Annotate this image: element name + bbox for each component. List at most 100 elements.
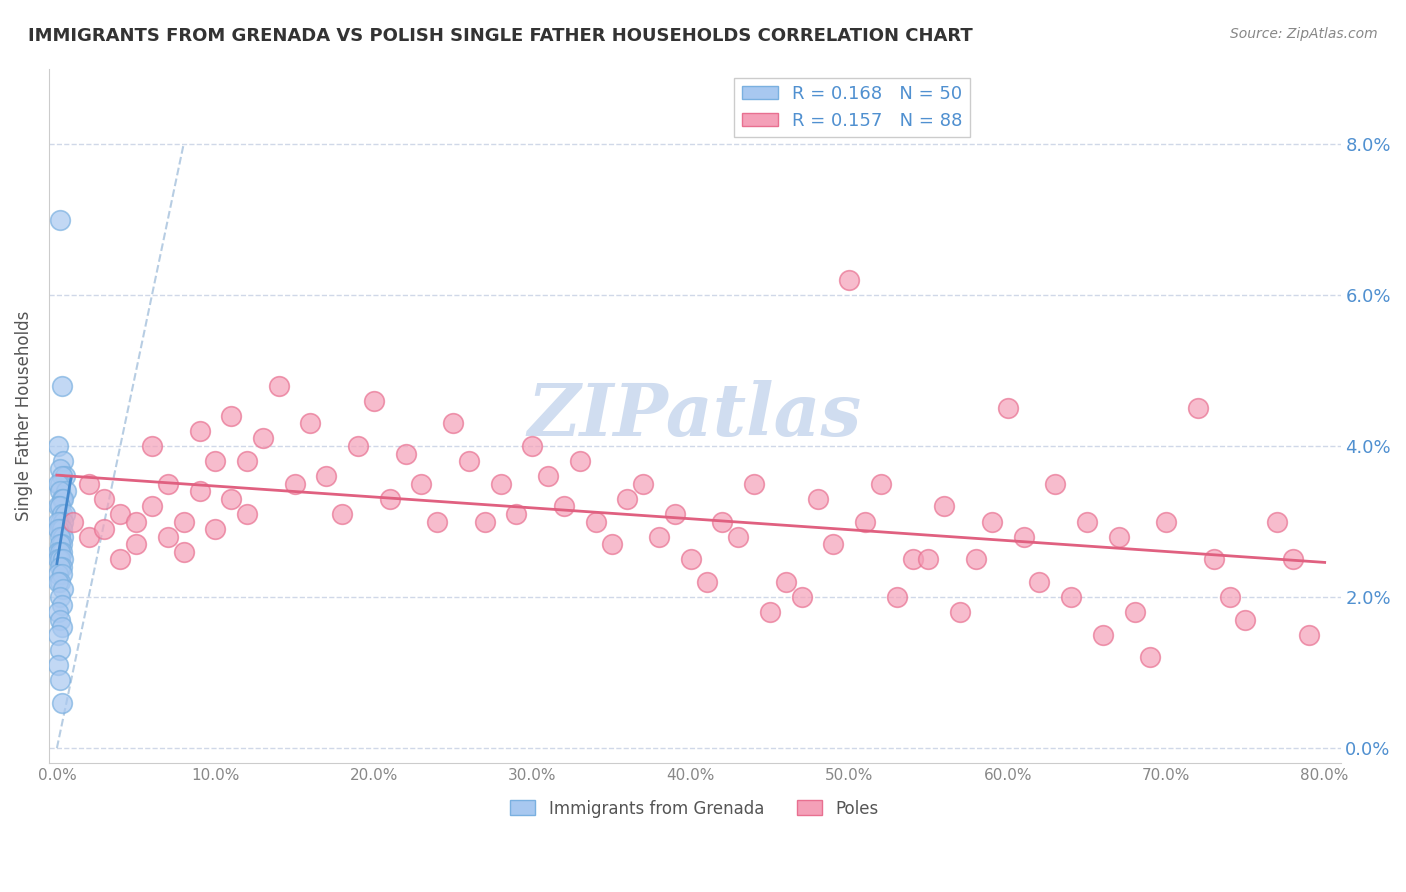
Point: [219, 491, 242, 506]
Point: [48, 628, 70, 642]
Point: [742, 476, 765, 491]
Point: [156, 530, 179, 544]
Point: [806, 491, 828, 506]
Point: [110, 507, 132, 521]
Point: [426, 515, 449, 529]
Point: [378, 491, 401, 506]
Point: [411, 476, 433, 491]
Point: [853, 515, 876, 529]
Point: [315, 469, 337, 483]
Point: [51, 491, 73, 506]
Point: [188, 484, 211, 499]
Point: [1187, 401, 1209, 416]
Point: [141, 439, 163, 453]
Point: [917, 552, 939, 566]
Point: [236, 454, 259, 468]
Point: [51, 537, 73, 551]
Point: [49, 530, 72, 544]
Point: [458, 454, 481, 468]
Point: [284, 476, 307, 491]
Point: [49, 673, 72, 687]
Point: [949, 605, 972, 619]
Point: [711, 515, 734, 529]
Point: [53, 469, 76, 483]
Point: [1060, 590, 1083, 604]
Point: [49, 613, 72, 627]
Point: [51, 378, 73, 392]
Point: [870, 476, 893, 491]
Point: [838, 273, 860, 287]
Point: [48, 439, 70, 453]
Point: [1108, 530, 1130, 544]
Point: [616, 491, 638, 506]
Point: [51, 545, 73, 559]
Point: [204, 454, 226, 468]
Point: [49, 643, 72, 657]
Point: [537, 469, 560, 483]
Point: [394, 446, 416, 460]
Point: [77, 476, 100, 491]
Point: [267, 378, 290, 392]
Point: [330, 507, 353, 521]
Point: [1028, 574, 1050, 589]
Point: [997, 401, 1019, 416]
Point: [48, 567, 70, 582]
Point: [252, 432, 274, 446]
Point: [52, 552, 75, 566]
Point: [52, 515, 75, 529]
Point: [49, 574, 72, 589]
Point: [363, 393, 385, 408]
Legend: Immigrants from Grenada, Poles: Immigrants from Grenada, Poles: [503, 793, 886, 824]
Point: [49, 476, 72, 491]
Point: [48, 545, 70, 559]
Point: [489, 476, 512, 491]
Point: [110, 552, 132, 566]
Text: ZIPatlas: ZIPatlas: [527, 380, 862, 451]
Point: [49, 212, 72, 227]
Point: [1282, 552, 1305, 566]
Point: [505, 507, 527, 521]
Point: [51, 567, 73, 582]
Point: [553, 500, 575, 514]
Point: [49, 552, 72, 566]
Point: [886, 590, 908, 604]
Point: [823, 537, 845, 551]
Point: [51, 696, 73, 710]
Point: [188, 424, 211, 438]
Point: [48, 500, 70, 514]
Point: [53, 507, 76, 521]
Point: [52, 530, 75, 544]
Point: [49, 590, 72, 604]
Point: [77, 530, 100, 544]
Point: [600, 537, 623, 551]
Point: [48, 476, 70, 491]
Point: [219, 409, 242, 423]
Point: [49, 500, 72, 514]
Point: [51, 620, 73, 634]
Point: [49, 545, 72, 559]
Point: [679, 552, 702, 566]
Point: [51, 469, 73, 483]
Point: [49, 515, 72, 529]
Point: [664, 507, 686, 521]
Point: [48, 515, 70, 529]
Point: [48, 605, 70, 619]
Point: [1091, 628, 1114, 642]
Point: [1154, 515, 1177, 529]
Point: [727, 530, 749, 544]
Point: [1219, 590, 1241, 604]
Point: [759, 605, 782, 619]
Point: [204, 522, 226, 536]
Point: [51, 507, 73, 521]
Y-axis label: Single Father Households: Single Father Households: [15, 310, 32, 521]
Point: [141, 500, 163, 514]
Point: [585, 515, 607, 529]
Point: [474, 515, 496, 529]
Point: [49, 559, 72, 574]
Point: [1202, 552, 1225, 566]
Point: [1234, 613, 1257, 627]
Point: [51, 559, 73, 574]
Point: [49, 537, 72, 551]
Point: [1045, 476, 1067, 491]
Point: [52, 454, 75, 468]
